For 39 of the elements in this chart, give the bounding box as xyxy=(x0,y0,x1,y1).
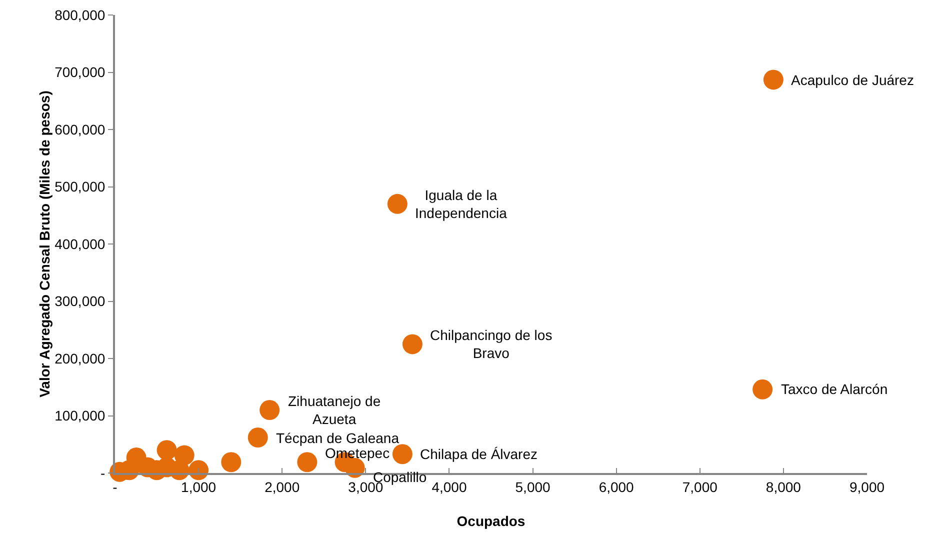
point xyxy=(763,70,784,90)
annotation: Zihuatanejo de Azueta xyxy=(288,393,381,428)
annotation: Iguala de la Independencia xyxy=(415,187,508,222)
x-tick-label: 7,000 xyxy=(682,478,718,495)
y-axis-title: Valor Agregado Censal Bruto (Miles de pesos) xyxy=(36,90,53,398)
point xyxy=(392,444,412,464)
x-tick-label: 5,000 xyxy=(515,478,551,495)
x-axis-title: Ocupados xyxy=(456,513,526,529)
point xyxy=(297,452,318,472)
point xyxy=(156,440,177,460)
annotation: Taxco de Alarcón xyxy=(781,381,888,397)
x-tick-label: 6,000 xyxy=(598,478,634,495)
point xyxy=(402,334,422,354)
annotation: Ometepec xyxy=(325,445,390,461)
y-tick-label: 200,000 xyxy=(54,350,106,366)
y-tick-label: 400,000 xyxy=(54,236,106,252)
point xyxy=(387,194,408,214)
y-tick-label: - xyxy=(100,464,106,481)
point xyxy=(188,460,209,480)
point xyxy=(260,400,280,420)
x-tick-label: 1,000 xyxy=(181,478,216,495)
point xyxy=(752,379,773,400)
x-tick-label: 8,000 xyxy=(766,478,802,495)
x-tick-label: 9,000 xyxy=(849,478,885,495)
x-tick-label: - xyxy=(112,478,118,495)
x-tick-label: 4,000 xyxy=(432,478,467,495)
annotation: Técpan de Galeana xyxy=(276,430,400,446)
annotation: Chilpancingo de los Bravo xyxy=(430,327,552,362)
point xyxy=(221,452,242,472)
y-tick-label: 300,000 xyxy=(54,293,106,310)
point xyxy=(248,428,268,448)
y-tick-label: 500,000 xyxy=(54,178,106,195)
x-tick-label: 2,000 xyxy=(264,478,300,495)
annotation: Acapulco de Juárez xyxy=(791,72,914,88)
y-tick-label: 800,000 xyxy=(54,6,106,23)
annotation: Chilapa de Álvarez xyxy=(420,446,538,462)
y-tick-label: 700,000 xyxy=(54,64,106,80)
y-tick-label: 600,000 xyxy=(54,121,106,138)
y-tick-label: 100,000 xyxy=(54,408,106,424)
